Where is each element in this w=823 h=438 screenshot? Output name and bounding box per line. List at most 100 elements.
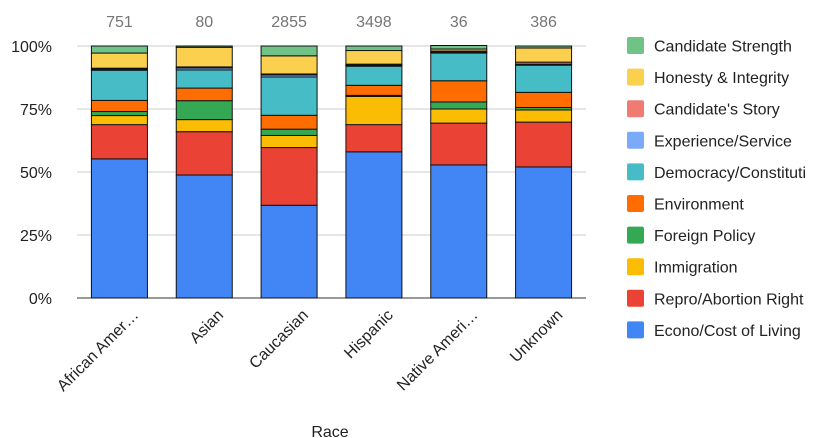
- bar-segment-econo-cost-of-living: [260, 204, 318, 299]
- bar-segment-econo-cost-of-living: [175, 174, 233, 299]
- legend-label: Candidate Strength: [654, 39, 792, 56]
- legend-label: Honesty & Integrity: [654, 70, 789, 87]
- bar-segment-environment: [515, 91, 573, 108]
- bar-segment-foreign-policy: [90, 111, 148, 117]
- legend-swatch: [627, 289, 644, 307]
- bar-segment-candidate-strength: [345, 45, 403, 52]
- bar-segment-candidate-strength: [175, 45, 233, 48]
- bar-stack-hispanic: [345, 45, 403, 299]
- bar-segment-honesty-integrity: [175, 46, 233, 68]
- legend-label: Repro/Abortion Right: [654, 291, 804, 308]
- bar-total-label: 36: [450, 14, 468, 31]
- bar-stack-asian: [175, 45, 233, 299]
- bar-segment-foreign-policy: [175, 100, 233, 121]
- bar-segment-immigration: [515, 109, 573, 123]
- legend-swatch: [627, 131, 644, 149]
- bar-segment-econo-cost-of-living: [345, 151, 403, 299]
- legend-label: Experience/Service: [654, 133, 792, 150]
- bar-segment-democracy-constituti: [515, 64, 573, 93]
- bar-totals: 751 80 2855 3498 36 386: [106, 14, 557, 31]
- x-tick-label: Caucasian: [246, 307, 311, 372]
- legend-item-econo-cost-of-living: Econo/Cost of Living: [627, 321, 801, 340]
- bar-total-label: 80: [195, 14, 213, 31]
- bar-total-label: 3498: [356, 14, 392, 31]
- gridlines: [77, 45, 586, 299]
- bar-segment-econo-cost-of-living: [515, 166, 573, 299]
- legend-swatch: [627, 321, 644, 339]
- bar-total-label: 751: [106, 14, 133, 31]
- bar-segment-democracy-constituti: [90, 69, 148, 101]
- bar-total-label: 2855: [271, 14, 307, 31]
- bars: [90, 44, 573, 299]
- bar-segment-environment: [345, 84, 403, 96]
- bar-segment-immigration: [175, 119, 233, 133]
- bar-segment-honesty-integrity: [515, 47, 573, 63]
- legend-label: Environment: [654, 197, 744, 214]
- bar-segment-repro-abortion-right: [260, 147, 318, 206]
- y-tick-label: 75%: [20, 102, 52, 119]
- x-tick-label: Hispanic: [341, 307, 396, 362]
- x-axis: African Amer… Asian Caucasian HispanicNativ…: [54, 307, 566, 395]
- legend-item-environment: Environment: [627, 195, 744, 214]
- bar-segment-candidate-strength: [260, 45, 318, 57]
- legend-item-foreign-policy: Foreign Policy: [627, 226, 755, 245]
- legend-swatch: [627, 195, 644, 212]
- bar-segment-immigration: [260, 134, 318, 149]
- bar-total-label: 386: [530, 14, 557, 31]
- bar-segment-repro-abortion-right: [90, 124, 148, 160]
- bar-segment-foreign-policy: [430, 101, 488, 110]
- bar-segment-democracy-constituti: [175, 69, 233, 89]
- bar-segment-immigration: [430, 108, 488, 124]
- bar-stack-african-amer: [90, 45, 148, 299]
- bar-segment-repro-abortion-right: [175, 131, 233, 176]
- y-tick-label: 100%: [11, 39, 52, 56]
- x-axis-title: Race: [311, 424, 348, 438]
- bar-segment-environment: [90, 99, 148, 113]
- bar-segment-foreign-policy: [260, 128, 318, 136]
- bar-segment-democracy-constituti: [430, 52, 488, 82]
- bar-segment-econo-cost-of-living: [90, 158, 148, 299]
- legend-item-honesty-integrity: Honesty & Integrity: [627, 68, 789, 87]
- legend-swatch: [627, 226, 644, 244]
- x-tick-label: Unknown: [507, 307, 566, 366]
- bar-segment-candidate-strength: [430, 44, 488, 50]
- y-axis: 0% 25% 50% 75% 100%: [11, 39, 52, 308]
- legend-swatch: [627, 37, 644, 54]
- bar-segment-repro-abortion-right: [345, 124, 403, 153]
- bar-stack-unknown: [515, 45, 573, 299]
- x-tick-label: Native Ameri…: [394, 307, 481, 394]
- bar-segment-democracy-constituti: [345, 65, 403, 86]
- x-tick-label: Asian: [187, 307, 227, 347]
- y-tick-label: 0%: [29, 291, 52, 308]
- bar-segment-immigration: [345, 95, 403, 126]
- bar-segment-environment: [175, 87, 233, 102]
- bar-segment-honesty-integrity: [90, 52, 148, 69]
- bar-segment-democracy-constituti: [260, 76, 318, 116]
- legend-swatch: [627, 100, 644, 118]
- bar-segment-immigration: [90, 115, 148, 126]
- legend-label: Foreign Policy: [654, 228, 755, 245]
- bar-segment-repro-abortion-right: [515, 121, 573, 168]
- legend-item-repro-abortion-right: Repro/Abortion Right: [627, 289, 804, 308]
- legend-swatch: [627, 258, 644, 276]
- legend-item-candidate-s-story: Candidate's Story: [627, 100, 780, 119]
- legend-label: Econo/Cost of Living: [654, 323, 801, 340]
- bar-segment-environment: [430, 80, 488, 103]
- legend-label: Candidate's Story: [654, 102, 780, 119]
- bar-segment-candidate-strength: [90, 45, 148, 54]
- bar-stack-native-ameri: [430, 44, 488, 299]
- legend-item-experience-service: Experience/Service: [627, 131, 792, 150]
- legend-swatch: [627, 68, 644, 86]
- bar-segment-repro-abortion-right: [430, 122, 488, 166]
- y-tick-label: 50%: [20, 165, 52, 182]
- bar-stack-caucasian: [260, 45, 318, 299]
- legend-label: Democracy/Constituti: [654, 165, 806, 182]
- legend-item-candidate-strength: Candidate Strength: [627, 37, 792, 56]
- legend: Candidate Strength Honesty & Integrity Can…: [627, 37, 806, 340]
- bar-segment-environment: [260, 114, 318, 130]
- bar-segment-honesty-integrity: [345, 50, 403, 65]
- x-tick-label: African Amer…: [54, 307, 142, 395]
- legend-label: Immigration: [654, 260, 738, 277]
